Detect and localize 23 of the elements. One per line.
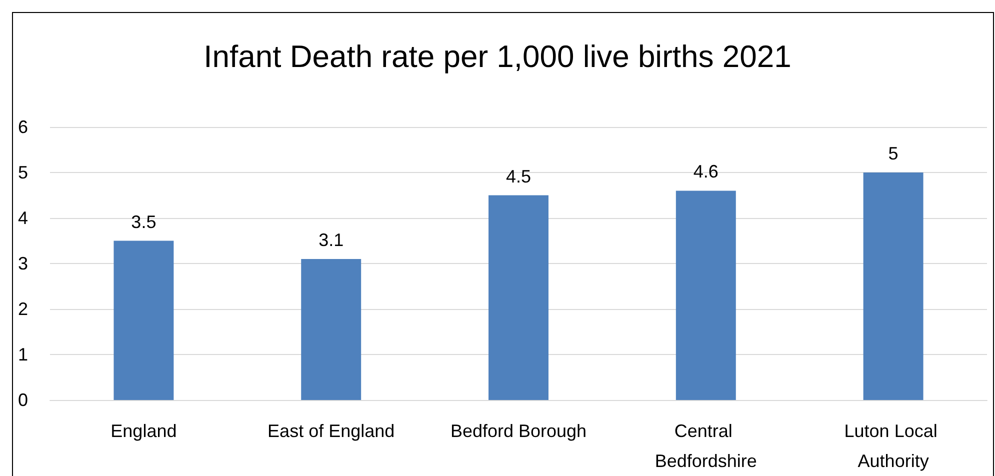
- y-tick-label: 0: [18, 390, 28, 410]
- x-tick-label: Luton Local Authority: [844, 421, 942, 471]
- bar: [114, 240, 174, 400]
- data-label: 3.5: [131, 212, 156, 232]
- y-tick-label: 2: [18, 299, 28, 319]
- y-tick-label: 6: [18, 117, 28, 137]
- y-tick-label: 5: [18, 162, 28, 182]
- data-label: 3.1: [318, 230, 344, 250]
- data-label: 4.5: [506, 166, 532, 186]
- x-tick-label: England: [110, 421, 177, 441]
- bar: [488, 195, 548, 400]
- y-tick-label: 3: [18, 254, 28, 274]
- y-tick-label: 4: [18, 208, 28, 228]
- bar: [676, 190, 736, 400]
- y-tick-label: 1: [18, 344, 28, 364]
- x-tick-label: Central Bedfordshire: [654, 421, 757, 471]
- x-tick-label: East of England: [268, 421, 395, 441]
- chart-title: Infant Death rate per 1,000 live births 2021: [204, 39, 792, 74]
- data-label: 4.6: [693, 162, 718, 182]
- x-tick-label: Bedford Borough: [450, 421, 587, 441]
- bar: [301, 258, 362, 400]
- bar: [863, 172, 924, 400]
- data-label: 5: [888, 144, 898, 164]
